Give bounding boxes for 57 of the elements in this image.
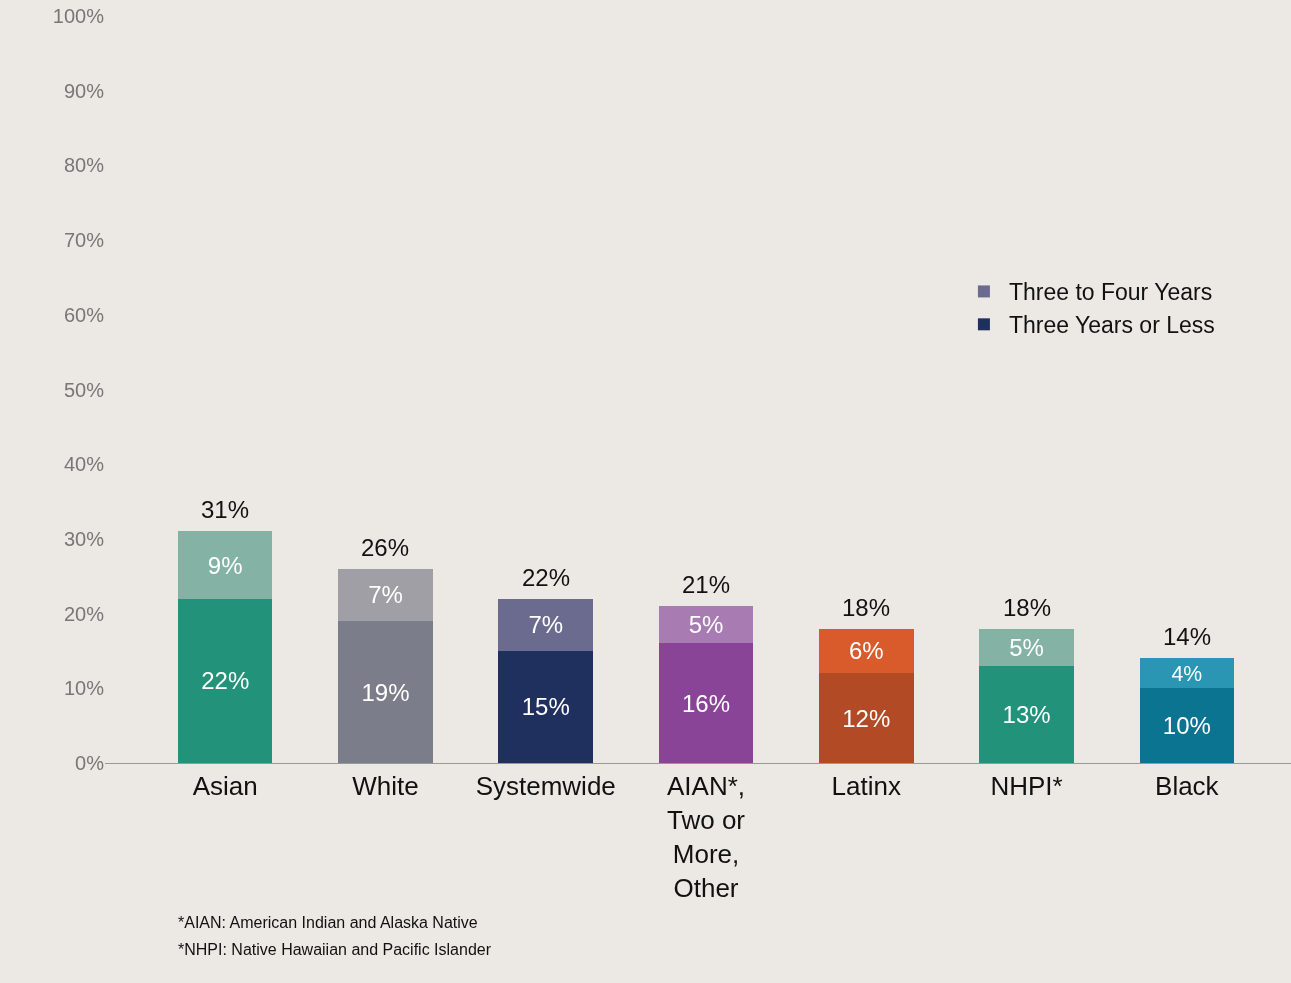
data-label: 22% <box>201 667 250 695</box>
bar <box>1139 688 1235 763</box>
data-label: 4% <box>1171 661 1203 685</box>
x-tick-label: AIAN*, Two or More, Other <box>666 771 746 903</box>
bar <box>338 621 433 763</box>
total-label: 14% <box>1163 623 1212 650</box>
x-tick-label: Black <box>1155 771 1220 802</box>
text: *NHPI: Native Hawaiian and Pacific Islander <box>178 941 492 958</box>
data-label: 13% <box>1002 700 1051 728</box>
data-label: 7% <box>368 581 403 609</box>
x-tick-label: Latinx <box>831 771 901 802</box>
y-tick-label: 20% <box>63 602 105 625</box>
bar <box>177 531 273 599</box>
data-label: 15% <box>521 693 570 721</box>
x-tick-label: White <box>352 771 419 802</box>
y-tick-label: 100% <box>52 5 105 27</box>
x-tick-label: Asian <box>192 771 258 802</box>
y-tick-label: 40% <box>63 453 105 476</box>
bar <box>819 673 914 763</box>
legend-label: Three to Four Years <box>1008 279 1213 306</box>
y-tick-label: 60% <box>63 303 105 326</box>
total-label: 18% <box>842 594 891 621</box>
legend-label: Three Years or Less <box>1008 312 1215 339</box>
y-tick-label: 30% <box>63 527 105 550</box>
total-label: 21% <box>682 571 731 598</box>
data-label: 5% <box>688 611 724 639</box>
y-tick-label: 10% <box>63 677 105 700</box>
total-label: 26% <box>361 534 410 561</box>
y-tick-label: 0% <box>75 752 105 774</box>
data-label: 6% <box>848 637 884 665</box>
total-label: 18% <box>1003 594 1052 621</box>
data-label: 16% <box>681 689 731 717</box>
bar <box>979 665 1074 763</box>
bar <box>498 650 594 763</box>
x-tick-label: Systemwide <box>475 771 616 802</box>
bar <box>498 598 594 651</box>
total-label: 22% <box>522 564 571 591</box>
data-label: 19% <box>361 678 410 706</box>
y-tick-label: 70% <box>63 229 105 252</box>
bar <box>658 606 754 644</box>
data-label: 12% <box>842 704 891 732</box>
bar <box>979 628 1074 666</box>
bar <box>658 643 754 763</box>
y-tick-label: 80% <box>63 154 105 177</box>
data-label: 10% <box>1162 712 1211 740</box>
data-label: 7% <box>528 611 564 639</box>
data-label: 5% <box>1009 633 1044 661</box>
y-tick-label: 50% <box>63 378 105 401</box>
x-tick-label: NHPI* <box>990 771 1063 802</box>
text: *AIAN: American Indian and Alaska Native <box>178 914 478 931</box>
data-label: 9% <box>207 551 243 579</box>
y-tick-label: 90% <box>63 79 105 102</box>
total-label: 31% <box>201 496 250 523</box>
bar <box>177 598 273 763</box>
bar <box>338 568 433 622</box>
bar <box>819 628 914 674</box>
bar <box>1139 658 1235 689</box>
